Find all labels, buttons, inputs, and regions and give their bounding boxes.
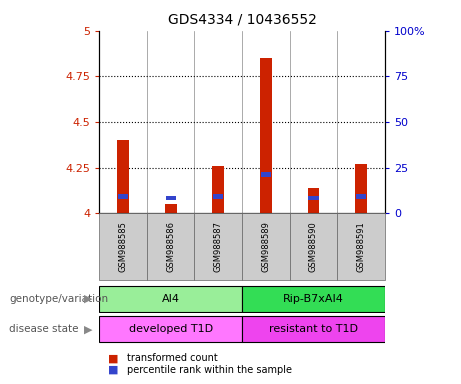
Bar (261, 172, 271, 177)
Bar (99, 316, 242, 342)
Text: percentile rank within the sample: percentile rank within the sample (127, 365, 292, 375)
Bar (290, 213, 337, 280)
Bar (212, 166, 224, 213)
Bar (165, 196, 176, 200)
Text: developed T1D: developed T1D (129, 324, 213, 334)
Text: GSM988589: GSM988589 (261, 221, 270, 272)
Text: ▶: ▶ (84, 324, 92, 334)
Bar (99, 213, 147, 280)
Bar (117, 140, 129, 213)
Bar (356, 194, 366, 199)
Text: GSM988586: GSM988586 (166, 221, 175, 272)
Bar (242, 286, 385, 311)
Text: AI4: AI4 (161, 293, 180, 304)
Text: ■: ■ (108, 353, 119, 363)
Bar (147, 213, 195, 280)
Text: ▶: ▶ (84, 293, 92, 304)
Bar (308, 196, 319, 200)
Bar (165, 204, 177, 213)
Bar (242, 213, 290, 280)
Text: GSM988587: GSM988587 (214, 221, 223, 272)
Text: transformed count: transformed count (127, 353, 218, 363)
Title: GDS4334 / 10436552: GDS4334 / 10436552 (168, 13, 316, 27)
Text: resistant to T1D: resistant to T1D (269, 324, 358, 334)
Bar (260, 58, 272, 213)
Text: GSM988591: GSM988591 (357, 221, 366, 272)
Bar (118, 194, 128, 199)
Text: Rip-B7xAI4: Rip-B7xAI4 (283, 293, 344, 304)
Text: GSM988585: GSM988585 (118, 221, 127, 272)
Bar (213, 194, 223, 199)
Text: ■: ■ (108, 365, 119, 375)
Bar (99, 286, 242, 311)
Bar (195, 213, 242, 280)
Text: genotype/variation: genotype/variation (9, 293, 108, 304)
Text: disease state: disease state (9, 324, 79, 334)
Bar (242, 316, 385, 342)
Bar (337, 213, 385, 280)
Text: GSM988590: GSM988590 (309, 221, 318, 272)
Bar (355, 164, 367, 213)
Bar (307, 188, 319, 213)
